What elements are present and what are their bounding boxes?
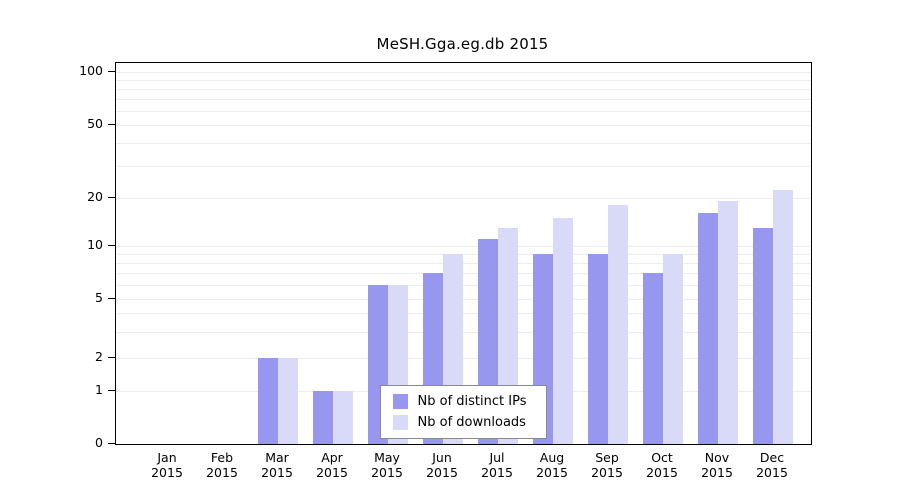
x-tick-month: Jul bbox=[489, 450, 505, 465]
x-tick-month: Jun bbox=[432, 450, 452, 465]
bar-distinct-ips bbox=[643, 273, 663, 444]
bar-downloads bbox=[278, 358, 298, 444]
x-tick-label: Mar 2015 bbox=[242, 450, 312, 480]
gridline bbox=[116, 313, 811, 315]
x-tick-year: 2015 bbox=[646, 465, 678, 480]
x-tick-year: 2015 bbox=[536, 465, 568, 480]
gridline bbox=[116, 80, 811, 82]
x-tick-label: Sep 2015 bbox=[572, 450, 642, 480]
y-tick-label: 1 bbox=[95, 382, 103, 398]
gridline bbox=[116, 253, 811, 255]
x-tick-month: Apr bbox=[321, 450, 343, 465]
x-tick-label: Apr 2015 bbox=[297, 450, 367, 480]
x-tick-month: Sep bbox=[595, 450, 619, 465]
gridline bbox=[116, 72, 811, 74]
x-tick-month: Nov bbox=[704, 450, 730, 465]
y-tick-label: 5 bbox=[95, 289, 103, 305]
x-tick-year: 2015 bbox=[426, 465, 458, 480]
gridline bbox=[116, 284, 811, 286]
y-tick-mark bbox=[108, 71, 115, 73]
gridline bbox=[116, 111, 811, 113]
bar-distinct-ips bbox=[588, 254, 608, 444]
x-tick-month: Jan bbox=[157, 450, 177, 465]
x-tick-year: 2015 bbox=[756, 465, 788, 480]
y-tick-mark bbox=[108, 297, 115, 299]
x-tick-label: Nov 2015 bbox=[682, 450, 752, 480]
x-tick-label: Jan 2015 bbox=[132, 450, 202, 480]
gridline bbox=[116, 165, 811, 167]
x-tick-month: Aug bbox=[539, 450, 565, 465]
x-tick-label: Oct 2015 bbox=[627, 450, 697, 480]
x-tick-label: Feb 2015 bbox=[187, 450, 257, 480]
gridline bbox=[116, 125, 811, 127]
x-tick-year: 2015 bbox=[206, 465, 238, 480]
x-tick-label: Dec 2015 bbox=[737, 450, 807, 480]
y-tick-mark bbox=[108, 196, 115, 198]
bar-downloads bbox=[773, 190, 793, 444]
bar-distinct-ips bbox=[313, 391, 333, 444]
legend: Nb of distinct IPs Nb of downloads bbox=[379, 385, 548, 439]
x-tick-month: May bbox=[374, 450, 400, 465]
legend-swatch-downloads bbox=[392, 415, 408, 430]
gridline bbox=[116, 273, 811, 275]
x-tick-year: 2015 bbox=[591, 465, 623, 480]
y-tick-label: 2 bbox=[95, 348, 103, 364]
gridline bbox=[116, 298, 811, 300]
bar-distinct-ips bbox=[753, 228, 773, 444]
x-tick-label: Jun 2015 bbox=[407, 450, 477, 480]
y-tick-label: 0 bbox=[95, 435, 103, 450]
x-tick-year: 2015 bbox=[481, 465, 513, 480]
x-tick-month: Feb bbox=[210, 450, 234, 465]
bar-downloads bbox=[553, 218, 573, 444]
x-tick-label: Jul 2015 bbox=[462, 450, 532, 480]
x-tick-label: May 2015 bbox=[352, 450, 422, 480]
legend-label: Nb of downloads bbox=[417, 415, 526, 430]
bar-downloads bbox=[333, 391, 353, 444]
legend-swatch-distinct-ips bbox=[392, 394, 408, 409]
gridline bbox=[116, 331, 811, 333]
y-tick-mark bbox=[108, 124, 115, 126]
bar-downloads bbox=[663, 254, 683, 444]
bar-distinct-ips bbox=[258, 358, 278, 444]
gridline bbox=[116, 197, 811, 199]
gridline bbox=[116, 89, 811, 91]
bar-downloads bbox=[718, 201, 738, 444]
chart-title: MeSH.Gga.eg.db 2015 bbox=[376, 35, 549, 53]
x-tick-month: Mar bbox=[265, 450, 289, 465]
x-tick-month: Oct bbox=[651, 450, 673, 465]
bar-distinct-ips bbox=[698, 213, 718, 444]
y-tick-mark bbox=[108, 443, 115, 444]
gridline bbox=[116, 357, 811, 359]
y-tick-label: 10 bbox=[87, 236, 103, 252]
y-tick-label: 100 bbox=[79, 63, 103, 79]
x-tick-year: 2015 bbox=[371, 465, 403, 480]
plot-area: Nb of distinct IPs Nb of downloads bbox=[115, 62, 812, 445]
gridline bbox=[116, 262, 811, 264]
x-tick-month: Dec bbox=[759, 450, 785, 465]
gridline bbox=[116, 142, 811, 144]
x-tick-year: 2015 bbox=[261, 465, 293, 480]
x-tick-year: 2015 bbox=[701, 465, 733, 480]
legend-row: Nb of distinct IPs bbox=[392, 394, 527, 409]
gridline bbox=[116, 99, 811, 101]
x-tick-label: Aug 2015 bbox=[517, 450, 587, 480]
y-tick-label: 20 bbox=[87, 188, 103, 204]
x-tick-year: 2015 bbox=[151, 465, 183, 480]
y-tick-mark bbox=[108, 356, 115, 358]
y-tick-mark bbox=[108, 244, 115, 246]
y-tick-label: 50 bbox=[87, 116, 103, 132]
x-tick-year: 2015 bbox=[316, 465, 348, 480]
legend-label: Nb of distinct IPs bbox=[417, 394, 527, 409]
y-tick-mark bbox=[108, 390, 115, 392]
gridline bbox=[116, 245, 811, 247]
bar-downloads bbox=[608, 205, 628, 444]
legend-row: Nb of downloads bbox=[392, 415, 527, 430]
